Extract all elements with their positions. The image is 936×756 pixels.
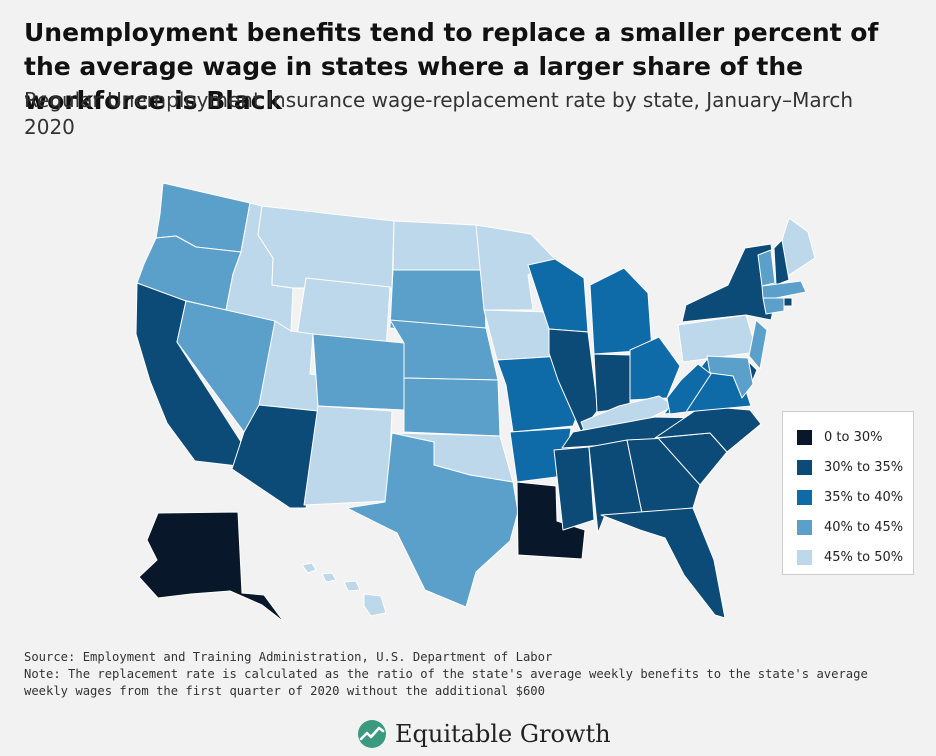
- legend-label: 30% to 35%: [824, 459, 904, 475]
- state-ks: [403, 377, 501, 437]
- legend-swatch: [797, 459, 812, 475]
- legend-item-0: 0 to 30%: [797, 422, 913, 452]
- equitable-growth-logo-icon: [358, 720, 386, 748]
- state-ri: [783, 297, 793, 307]
- equitable-growth-logo: Equitable Growth: [357, 716, 611, 752]
- state-nj: [748, 319, 768, 370]
- state-hi: [301, 562, 387, 617]
- state-nd: [392, 220, 485, 271]
- chart-title: Unemployment benefits tend to replace a …: [24, 18, 879, 115]
- chart-subtitle: Regular Unemployment Insurance wage-repl…: [24, 88, 854, 139]
- state-in: [593, 353, 631, 413]
- state-la: [516, 481, 586, 560]
- legend-item-2: 35% to 40%: [797, 482, 913, 512]
- state-co: [312, 333, 405, 411]
- logo-text: Equitable Growth: [395, 720, 611, 748]
- state-ma: [761, 280, 807, 299]
- state-ms: [553, 446, 595, 531]
- legend-swatch: [797, 519, 812, 535]
- legend-label: 35% to 40%: [824, 489, 904, 505]
- state-md: [706, 355, 754, 399]
- state-fl: [600, 507, 726, 619]
- source-notes: Source: Employment and Training Administ…: [24, 649, 904, 700]
- legend-item-4: 45% to 50%: [797, 542, 913, 572]
- state-ct: [762, 297, 785, 315]
- state-tx: [346, 432, 519, 608]
- legend-item-3: 40% to 45%: [797, 512, 913, 542]
- legend-label: 40% to 45%: [824, 519, 904, 535]
- state-oh: [629, 336, 681, 401]
- state-wi: [527, 258, 589, 333]
- legend-swatch: [797, 549, 812, 565]
- legend-swatch: [797, 489, 812, 505]
- map-legend: 0 to 30% 30% to 35% 35% to 40% 40% to 45…: [782, 411, 914, 575]
- note-text: Note: The replacement rate is calculated…: [24, 667, 868, 698]
- legend-label: 0 to 30%: [824, 429, 883, 445]
- legend-label: 45% to 50%: [824, 549, 904, 565]
- state-mi: [589, 267, 653, 355]
- legend-item-1: 30% to 35%: [797, 452, 913, 482]
- state-nm: [303, 405, 393, 506]
- us-choropleth-map: [135, 182, 816, 623]
- state-ak: [138, 511, 285, 623]
- state-nh: [773, 239, 790, 286]
- state-ne: [389, 319, 499, 381]
- legend-swatch: [797, 429, 812, 445]
- source-text: Source: Employment and Training Administ…: [24, 650, 553, 664]
- state-mt: [257, 205, 395, 289]
- state-wv: [666, 363, 712, 415]
- state-pa: [677, 314, 758, 363]
- state-vt: [757, 249, 776, 287]
